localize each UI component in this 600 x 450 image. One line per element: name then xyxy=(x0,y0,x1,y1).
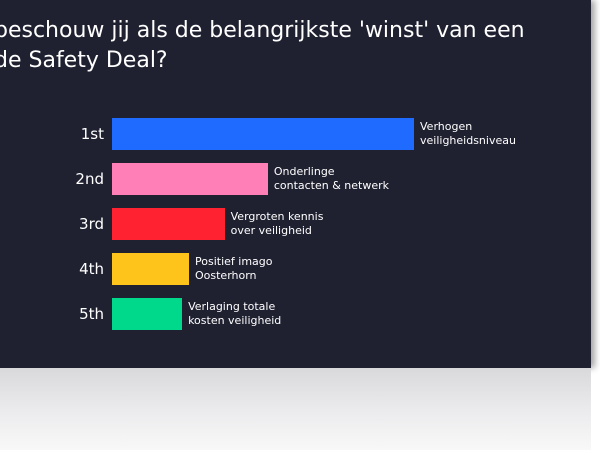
bar-label-2-line-1: Onderlinge xyxy=(273,165,335,178)
bar-label-3: Vergroten kennis over veiligheid xyxy=(231,210,324,238)
title-line-1: beschouw jij als de belangrijkste 'winst… xyxy=(0,18,525,43)
bar-label-2: Onderlinge contacten & netwerk xyxy=(274,165,389,193)
bar-label-4-line-2: Oosterhorn xyxy=(195,269,257,282)
bar-1 xyxy=(112,118,414,150)
rank-label-1: 1st xyxy=(80,125,104,143)
bar-label-4: Positief imago Oosterhorn xyxy=(195,255,273,283)
bar-label-4-line-1: Positief imago xyxy=(195,255,273,268)
bar-5 xyxy=(112,298,183,330)
bar-label-5-line-2: kosten veiligheid xyxy=(188,314,282,327)
bar-label-1-line-1: Verhogen xyxy=(420,120,473,133)
bar-2 xyxy=(112,163,268,195)
bar-label-5-line-1: Verlaging totale xyxy=(188,300,276,313)
rank-label-5: 5th xyxy=(79,305,104,323)
title-line-2: de Safety Deal? xyxy=(0,48,168,73)
slide-reflection: 1stVerhogenveiligheidsniveau2ndOnderling… xyxy=(0,368,591,450)
bar-4 xyxy=(112,253,189,285)
slide-title: beschouw jij als de belangrijkste 'winst… xyxy=(0,16,591,76)
bar-3 xyxy=(112,208,225,240)
bar-label-3-line-1: Vergroten kennis xyxy=(230,210,324,223)
rank-label-3: 3rd xyxy=(79,215,104,233)
bar-label-5: Verlaging totale kosten veiligheid xyxy=(188,300,281,328)
rank-label-2: 2nd xyxy=(75,170,104,188)
bar-label-2-line-2: contacten & netwerk xyxy=(273,179,390,192)
rank-label-4: 4th xyxy=(79,260,104,278)
reflection-mirror: 1stVerhogenveiligheidsniveau2ndOnderling… xyxy=(0,368,591,450)
bar-label-3-line-2: over veiligheid xyxy=(230,224,312,237)
bar-label-1: Verhogen veiligheidsniveau xyxy=(420,120,516,148)
slide: beschouw jij als de belangrijkste 'winst… xyxy=(0,0,591,368)
bar-label-1-line-2: veiligheidsniveau xyxy=(420,134,516,147)
